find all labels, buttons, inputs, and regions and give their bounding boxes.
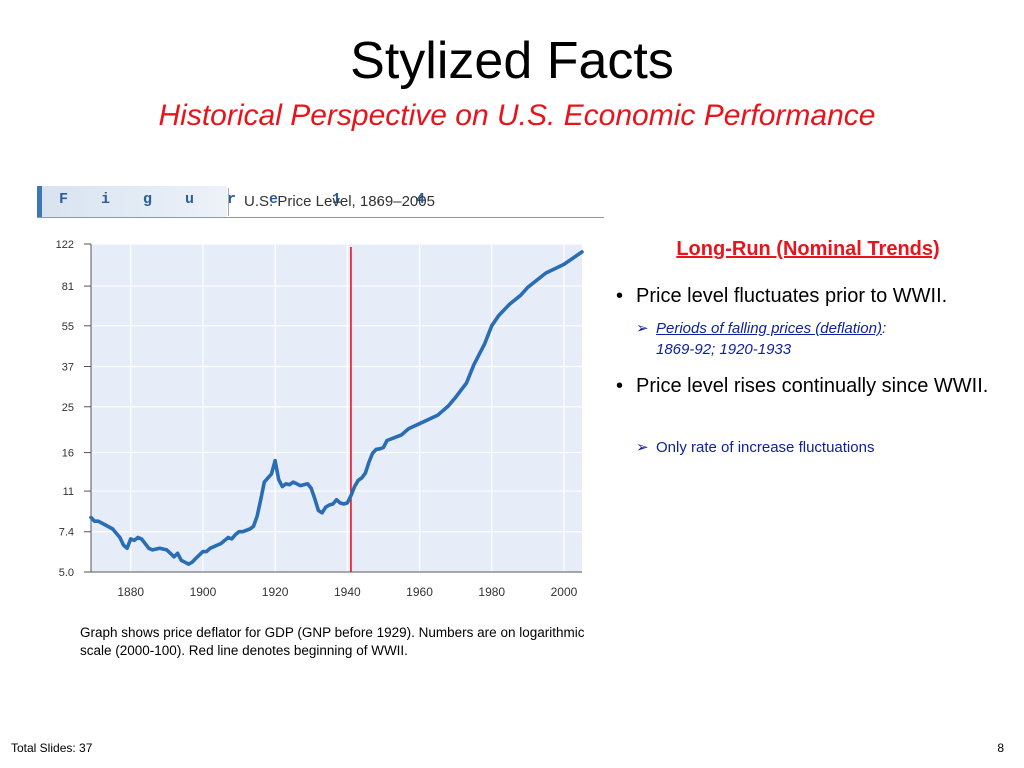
y-tick-label: 37 xyxy=(62,362,74,374)
bullet-dot: • xyxy=(616,375,624,397)
sub-bullet-1-text: Periods of falling prices (deflation): xyxy=(656,319,996,338)
price-level-chart: 1880 1900 1920 1940 1960 1980 2000 5.0 7.4 11 16 25… xyxy=(56,239,584,599)
y-tick-label: 81 xyxy=(62,281,74,293)
arrow-bullet-icon: ➢ xyxy=(636,320,649,337)
y-tick-label: 122 xyxy=(56,239,74,251)
bullet-dot: • xyxy=(616,285,624,307)
deflation-periods: 1869-92; 1920-1933 xyxy=(656,340,1016,359)
figure-rule xyxy=(37,217,604,218)
figure-header: F i g u r e 1 . 4 U.S. Price Level, 1869… xyxy=(37,186,604,218)
price-level-series-line xyxy=(89,250,584,566)
y-tick-label: 5.0 xyxy=(59,567,74,579)
x-tick-label: 2000 xyxy=(551,585,578,599)
chart-title: U.S. Price Level, 1869–2005 xyxy=(244,193,435,210)
arrow-bullet-icon: ➢ xyxy=(636,439,649,456)
x-tick-label: 1920 xyxy=(262,585,289,599)
x-tick-label: 1940 xyxy=(334,585,361,599)
deflation-periods-text: 1869-92; 1920-1933 xyxy=(656,341,792,358)
figure-label-band: F i g u r e 1 . 4 xyxy=(37,186,425,218)
figure-separator xyxy=(228,188,229,216)
x-tick-label: 1880 xyxy=(117,585,144,599)
figure-note: Graph shows price deflator for GDP (GNP … xyxy=(80,625,585,658)
deflation-colon: : xyxy=(881,320,887,337)
x-tick-label: 1980 xyxy=(478,585,505,599)
footer-page-number: 8 xyxy=(997,741,1004,755)
slide-title: Stylized Facts xyxy=(350,32,674,90)
y-tick-label: 25 xyxy=(62,402,74,414)
slide-subtitle: Historical Perspective on U.S. Economic … xyxy=(158,99,876,132)
sub-bullet-2-text: Only rate of increase fluctuations xyxy=(656,439,875,456)
y-tick-label: 16 xyxy=(62,448,74,460)
bullet-1-text: Price level fluctuates prior to WWII. xyxy=(636,285,948,307)
right-heading: Long-Run (Nominal Trends) xyxy=(676,238,940,260)
x-tick-label: 1900 xyxy=(190,585,217,599)
figure-band-edge xyxy=(37,186,42,218)
y-tick-label: 11 xyxy=(63,486,74,498)
bullet-2-text: Price level rises continually since WWII… xyxy=(636,375,989,397)
figure-number: F i g u r e 1 . 4 xyxy=(59,191,438,208)
deflation-label: Periods of falling prices (deflation) xyxy=(656,320,882,337)
y-tick-label: 7.4 xyxy=(59,527,74,539)
plot-area xyxy=(91,244,582,572)
footer-total-slides: Total Slides: 37 xyxy=(11,741,93,755)
x-tick-label: 1960 xyxy=(406,585,433,599)
y-tick-label: 55 xyxy=(62,321,74,333)
